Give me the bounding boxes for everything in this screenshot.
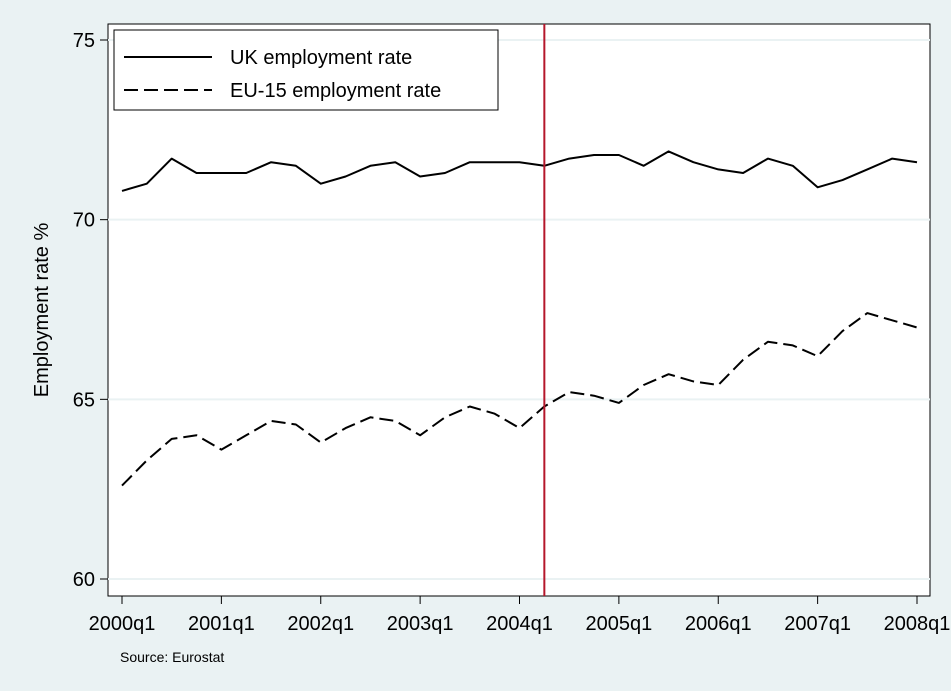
legend-label: EU-15 employment rate — [230, 80, 441, 102]
y-tick-label: 70 — [73, 210, 95, 232]
x-tick-label: 2001q1 — [188, 613, 255, 635]
x-tick-label: 2005q1 — [586, 613, 653, 635]
y-tick-label: 65 — [73, 389, 95, 411]
x-tick-label: 2000q1 — [89, 613, 156, 635]
x-tick-label: 2008q1 — [884, 613, 951, 635]
y-axis-title: Employment rate % — [31, 223, 53, 398]
series-line-eu-15-employment-rate — [121, 312, 918, 487]
grid-lines — [108, 39, 930, 580]
legend: UK employment rate EU-15 employment rate — [113, 29, 499, 111]
axes: 60 65 70 75 2000q1 2001q1 2002q1 2003q1 2004q1 20… — [73, 30, 951, 635]
series-line-uk-employment-rate — [121, 150, 918, 192]
source-note: Source: Eurostat — [120, 649, 224, 665]
x-tick-label: 2003q1 — [387, 613, 454, 635]
legend-label: UK employment rate — [230, 47, 412, 69]
series-lines — [121, 150, 918, 487]
legend-box — [113, 29, 499, 111]
x-tick-label: 2004q1 — [486, 613, 553, 635]
y-tick-label: 75 — [73, 30, 95, 52]
plot-area — [107, 23, 931, 597]
x-tick-label: 2002q1 — [287, 613, 354, 635]
y-tick-label: 60 — [73, 569, 95, 591]
x-tick-label: 2006q1 — [685, 613, 752, 635]
x-tick-label: 2007q1 — [784, 613, 851, 635]
